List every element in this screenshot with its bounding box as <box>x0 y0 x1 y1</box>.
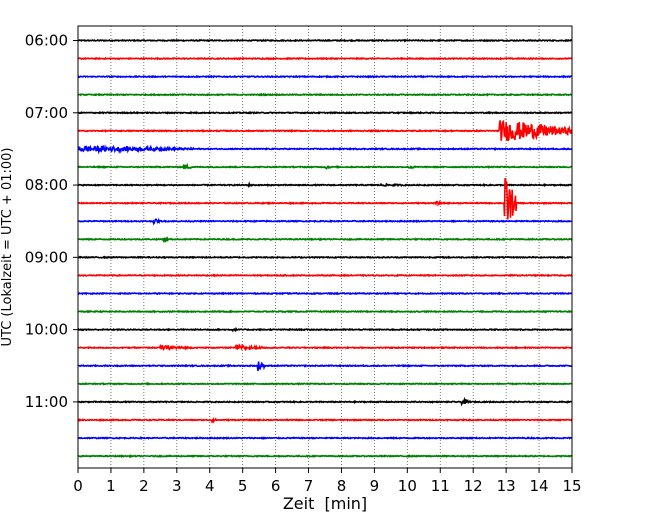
seismic-trace <box>78 309 572 314</box>
x-tick-label: 1 <box>106 477 116 495</box>
trace-group <box>78 38 572 459</box>
seismic-trace <box>78 236 572 244</box>
y-axis-label: UTC (Lokalzeit = UTC + 01:00) <box>0 148 15 347</box>
seismic-trace <box>78 74 572 79</box>
x-tick-label: 12 <box>464 477 483 495</box>
y-tick-label: 09:00 <box>25 248 68 266</box>
seismic-trace <box>78 361 572 372</box>
seismic-trace <box>78 396 572 407</box>
x-tick-label: 4 <box>205 477 215 495</box>
seismic-trace <box>78 291 572 296</box>
seismic-trace <box>78 119 572 142</box>
x-tick-label: 5 <box>238 477 248 495</box>
x-tick-label: 9 <box>370 477 380 495</box>
x-axis-label: Zeit [min] <box>283 494 367 513</box>
seismic-trace <box>78 343 572 352</box>
seismic-trace <box>78 177 572 220</box>
seismic-trace <box>78 181 572 189</box>
seismic-trace <box>78 436 572 441</box>
seismic-trace <box>78 110 572 115</box>
x-tick-label: 0 <box>73 477 83 495</box>
x-tick-label: 2 <box>139 477 149 495</box>
x-tick-label: 7 <box>304 477 314 495</box>
seismic-trace <box>78 255 572 260</box>
y-tick-label: 06:00 <box>25 32 68 50</box>
x-tick-label: 3 <box>172 477 182 495</box>
y-tick-label: 11:00 <box>25 393 68 411</box>
x-tick-label: 13 <box>497 477 516 495</box>
x-tick-label: 10 <box>398 477 417 495</box>
seismic-trace <box>78 38 572 43</box>
x-tick-label: 15 <box>562 477 581 495</box>
y-tick-label: 07:00 <box>25 104 68 122</box>
seismic-trace <box>78 162 572 170</box>
seismic-trace <box>78 217 572 226</box>
x-tick-label: 8 <box>337 477 347 495</box>
seismic-trace <box>78 453 572 459</box>
seismic-trace <box>78 56 572 61</box>
x-axis: 0 1 2 3 4 5 6 7 8 9 10 11 12 13 14 15 <box>73 468 582 495</box>
y-tick-label: 08:00 <box>25 176 68 194</box>
y-tick-label: 10:00 <box>25 321 68 339</box>
seismic-trace <box>78 381 572 386</box>
plot-frame <box>77 25 573 469</box>
seismic-trace <box>78 92 572 97</box>
y-axis: 06:00 07:00 08:00 09:00 10:00 11:00 <box>25 32 78 411</box>
seismic-trace <box>78 144 572 155</box>
seismic-trace <box>78 417 572 424</box>
x-tick-label: 11 <box>431 477 450 495</box>
x-tick-label: 14 <box>530 477 549 495</box>
x-tick-label: 6 <box>271 477 281 495</box>
seismic-trace <box>78 326 572 333</box>
seismic-trace <box>78 273 572 278</box>
